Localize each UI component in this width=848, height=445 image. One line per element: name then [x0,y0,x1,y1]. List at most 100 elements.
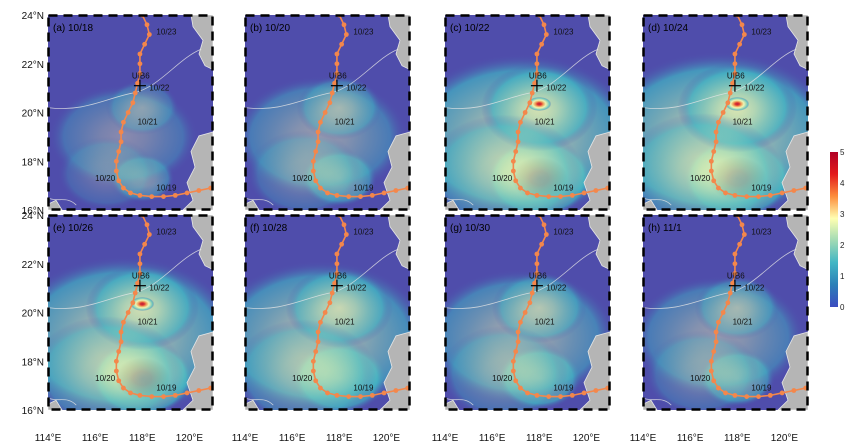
track-point [513,378,519,384]
x-tick-label: 114°E [232,433,259,444]
track-point [334,392,340,398]
track-point [732,261,738,267]
track-point [184,190,190,196]
x-tick-label: 116°E [82,433,109,444]
y-tick-label: 16°N [22,406,44,417]
track-point [341,222,347,228]
track-point [737,241,743,247]
track-point [334,192,340,198]
track-point [184,390,190,396]
track-point [716,185,721,191]
track-point [527,100,533,106]
depth-contour [445,397,474,406]
colorbar-tick-label: 1 [840,272,845,281]
track-point [534,51,540,57]
land-mass [379,331,410,410]
x-tick-label: 118°E [724,433,751,444]
track-point [727,290,733,296]
track-point [329,290,335,296]
track-point [515,339,521,345]
track-date-label: 10/22 [346,284,367,293]
panel-frame [642,14,809,211]
station-label: UIB6 [132,272,150,281]
intensity-field [644,330,760,410]
track-point [532,80,537,86]
track-point [121,319,126,325]
intensity-hotspot [130,296,155,311]
track-point [744,394,750,399]
track-point [313,349,319,354]
track-date-label: 10/22 [346,84,367,93]
x-tick-label: 120°E [373,433,401,444]
track-date-label: 10/23 [353,28,374,37]
track-point [732,192,738,198]
track-point [137,251,143,257]
track-point [515,139,521,145]
track-point [322,110,328,115]
track-point [756,394,761,399]
map-panel: 10/23 10/22 10/21 10/20 10/19 UIB6 (d) 10/24 [642,14,809,211]
track-date-label: 10/23 [553,28,574,37]
track-point [142,241,148,247]
track-point [334,61,340,67]
track-point [723,190,728,196]
panel-label: (e) 10/26 [53,223,93,234]
track-date-label: 10/19 [156,184,177,193]
track-point [358,394,363,399]
track-point [393,388,399,393]
track-point [132,290,138,296]
track-point [791,388,797,393]
land-mass [182,331,213,410]
track-point [343,232,349,237]
panel-frame [642,214,809,411]
track-point [711,349,717,354]
track-point [332,280,337,286]
track-point [137,192,143,198]
depth-contour [48,397,77,406]
land-mass [445,399,460,410]
track-date-label: 10/22 [744,84,765,93]
land-mass [190,15,213,71]
map-panel: 10/23 10/22 10/21 10/20 10/19 UIB6 (c) 10/22 [444,14,611,211]
intensity-field [246,130,362,210]
track-point [708,168,714,174]
land-mass [387,15,410,71]
track-point [741,32,747,37]
track-point [518,185,523,191]
track-date-label: 10/20 [492,374,513,383]
panel-label: (d) 10/24 [648,23,688,34]
track-point [779,390,785,396]
panel-label: (f) 10/28 [250,223,288,234]
track-point [118,329,124,335]
land-mass [445,199,460,210]
track-point [332,80,337,86]
panel-label: (a) 10/18 [53,23,93,34]
track-point [744,194,750,199]
y-tick-label: 18°N [22,357,44,368]
track-point [534,392,540,398]
track-point [716,319,721,325]
track-point [711,149,717,154]
track-date-label: 10/19 [751,184,772,193]
track-point [732,251,738,257]
land-mass [785,215,808,271]
track-date-label: 10/22 [744,284,765,293]
x-tick-label: 120°E [176,433,204,444]
track-point [732,71,738,76]
map-panel: 10/23 10/22 10/21 10/20 10/19 UIB6 (a) 10/18 [47,14,214,211]
track-point [196,188,202,193]
track-point [334,261,340,267]
x-tick-label: 120°E [573,433,601,444]
track-point [313,378,319,384]
track-point [172,392,178,398]
track-point [732,271,738,276]
track-point [325,190,330,196]
track-point [196,388,202,393]
track-date-label: 10/19 [553,184,574,193]
y-tick-label: 22°N [22,260,44,271]
track-point [161,194,166,199]
track-point [318,185,323,191]
track-point [121,385,126,391]
land-mass [785,15,808,71]
track-point [513,349,519,354]
